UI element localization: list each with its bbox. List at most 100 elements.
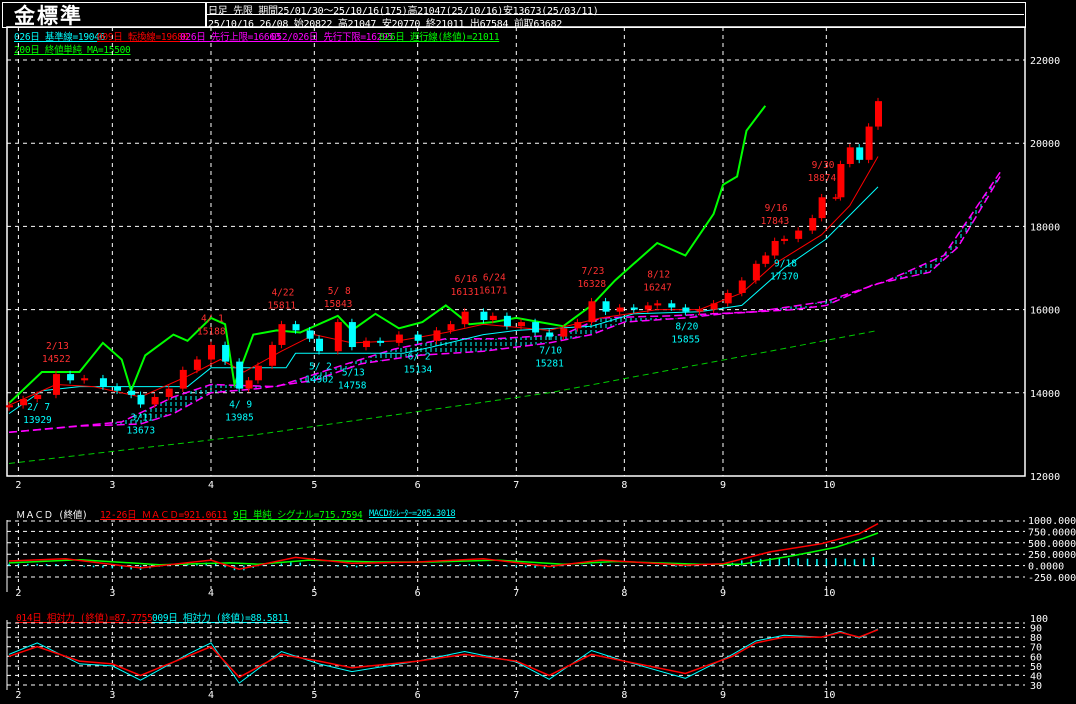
annotation-date: 6/ 2 — [408, 352, 431, 363]
legend-macd: 12-26日 ＭＡＣＤ=921.0611 — [100, 510, 228, 521]
rsi-x-tick-label: 2 — [15, 690, 21, 701]
period-info: 日足 先限 期間25/01/30～25/10/16(175)高21047(25/… — [208, 6, 599, 17]
macd-y-tick-label: 750.0000 — [1028, 527, 1076, 538]
legend-ma: 200日 終値単純 MA=15500 — [14, 45, 131, 56]
x-tick-label: 5 — [311, 480, 317, 491]
annotation-date: 7/10 — [539, 346, 562, 357]
annotation-date: 5/ 8 — [328, 286, 351, 297]
candle-up — [654, 303, 662, 306]
legend-chikou: 026日 遅行線(終値)=21011 — [379, 32, 500, 43]
annotation-date: 4/ 9 — [229, 399, 252, 410]
annotation-price: 16247 — [643, 282, 672, 293]
annotation-price: 16328 — [577, 279, 606, 290]
ma200-line — [8, 329, 879, 464]
annotation-price: 18874 — [808, 173, 837, 184]
candle-down — [480, 311, 488, 320]
macd-y-tick-label: 500.0000 — [1028, 539, 1076, 550]
annotation-price: 15811 — [267, 300, 296, 311]
annotation-price: 15134 — [404, 365, 433, 376]
candle-up — [574, 322, 582, 329]
rsi-x-tick-label: 9 — [720, 690, 726, 701]
candle-up — [724, 292, 732, 304]
rsi-x-tick-label: 7 — [513, 690, 519, 701]
candle-up — [447, 324, 455, 331]
annotation-date: 6/16 — [455, 274, 478, 285]
annotation-price: 14522 — [42, 354, 71, 365]
candle-down — [503, 315, 511, 327]
rsi-x-tick-label: 10 — [823, 690, 835, 701]
macd-x-tick-label: 4 — [208, 588, 214, 599]
rsi-y-tick-label: 50 — [1030, 662, 1042, 673]
legend-span-upper: 026日 先行上限=16663 — [180, 32, 281, 43]
chikou-line — [8, 105, 767, 404]
candle-up — [795, 230, 803, 239]
candle-up — [207, 344, 215, 360]
annotation-date: 4/ 1 — [201, 313, 224, 324]
macd-line — [8, 522, 879, 570]
candle-up — [6, 405, 13, 408]
rsi-x-tick-label: 8 — [621, 690, 627, 701]
legend-kijun: 026日 基準線=19046 — [14, 32, 105, 43]
annotation-date: 3/11 — [131, 412, 154, 423]
macd-x-tick-label: 2 — [15, 588, 21, 599]
candle-down — [546, 332, 554, 337]
candle-down — [414, 334, 422, 341]
annotation-date: 4/22 — [271, 287, 294, 298]
legend-span-lower: 052/026日 先行下限=16295 — [271, 32, 393, 43]
x-tick-label: 4 — [208, 480, 214, 491]
rsi-y-tick-label: 30 — [1030, 681, 1042, 692]
macd-x-tick-label: 10 — [823, 588, 835, 599]
candle-up — [865, 126, 873, 160]
macd-y-tick-label: 250.0000 — [1028, 550, 1076, 561]
annotation-date: 2/13 — [46, 341, 69, 352]
candle-up — [254, 365, 262, 381]
candle-up — [837, 164, 845, 198]
candle-up — [165, 388, 173, 397]
legend-rsi14: 014日 相対力 (終値)=87.7755 — [16, 613, 153, 624]
y-tick-label: 14000 — [1030, 389, 1060, 400]
x-tick-label: 7 — [513, 480, 519, 491]
legend-rsi9: 009日 相対力 (終値)=88.5811 — [152, 613, 289, 624]
annotation-date: 9/30 — [812, 160, 835, 171]
macd-x-tick-label: 6 — [415, 588, 421, 599]
annotation-price: 15855 — [671, 335, 700, 346]
legend-signal: 9日 単純 シグナル=715.7594 — [233, 510, 363, 521]
candle-up — [461, 311, 469, 325]
rsi-x-tick-label: 4 — [208, 690, 214, 701]
y-tick-label: 16000 — [1030, 306, 1060, 317]
annotation-price: 13985 — [225, 412, 254, 423]
kijun-line — [8, 186, 879, 415]
annotation-date: 7/23 — [581, 266, 604, 277]
candle-up — [846, 147, 854, 164]
candle-up — [395, 334, 403, 343]
candle-down — [630, 307, 638, 310]
signal-line — [8, 532, 879, 566]
annotation-price: 15188 — [197, 326, 226, 337]
annotation-price: 13673 — [127, 425, 156, 436]
annotation-price: 14758 — [338, 380, 367, 391]
rsi-y-tick-label: 100 — [1030, 614, 1048, 625]
candle-down — [114, 386, 122, 391]
annotation-date: 9/16 — [765, 203, 788, 214]
candle-up — [489, 315, 497, 320]
x-tick-label: 3 — [109, 480, 115, 491]
candle-up — [809, 218, 817, 231]
annotation-price: 15281 — [535, 359, 564, 370]
candle-up — [433, 330, 441, 341]
annotation-price: 14902 — [305, 374, 334, 385]
span-lower-line — [8, 176, 1001, 434]
annotation-date: 5/13 — [342, 367, 365, 378]
candle-down — [128, 390, 136, 395]
latest-quote: 25/10/16 26/08 始20822 高21047 安20770 終210… — [208, 19, 562, 30]
candle-up — [362, 340, 370, 348]
candle-up — [644, 305, 652, 310]
y-tick-label: 18000 — [1030, 222, 1060, 233]
candle-down — [348, 322, 356, 348]
candle-down — [67, 374, 75, 381]
candle-down — [377, 340, 385, 343]
candle-up — [710, 303, 718, 310]
rsi9-line — [8, 628, 879, 684]
candle-up — [151, 396, 159, 405]
candle-up — [52, 374, 60, 395]
rsi-y-tick-label: 60 — [1030, 652, 1042, 663]
